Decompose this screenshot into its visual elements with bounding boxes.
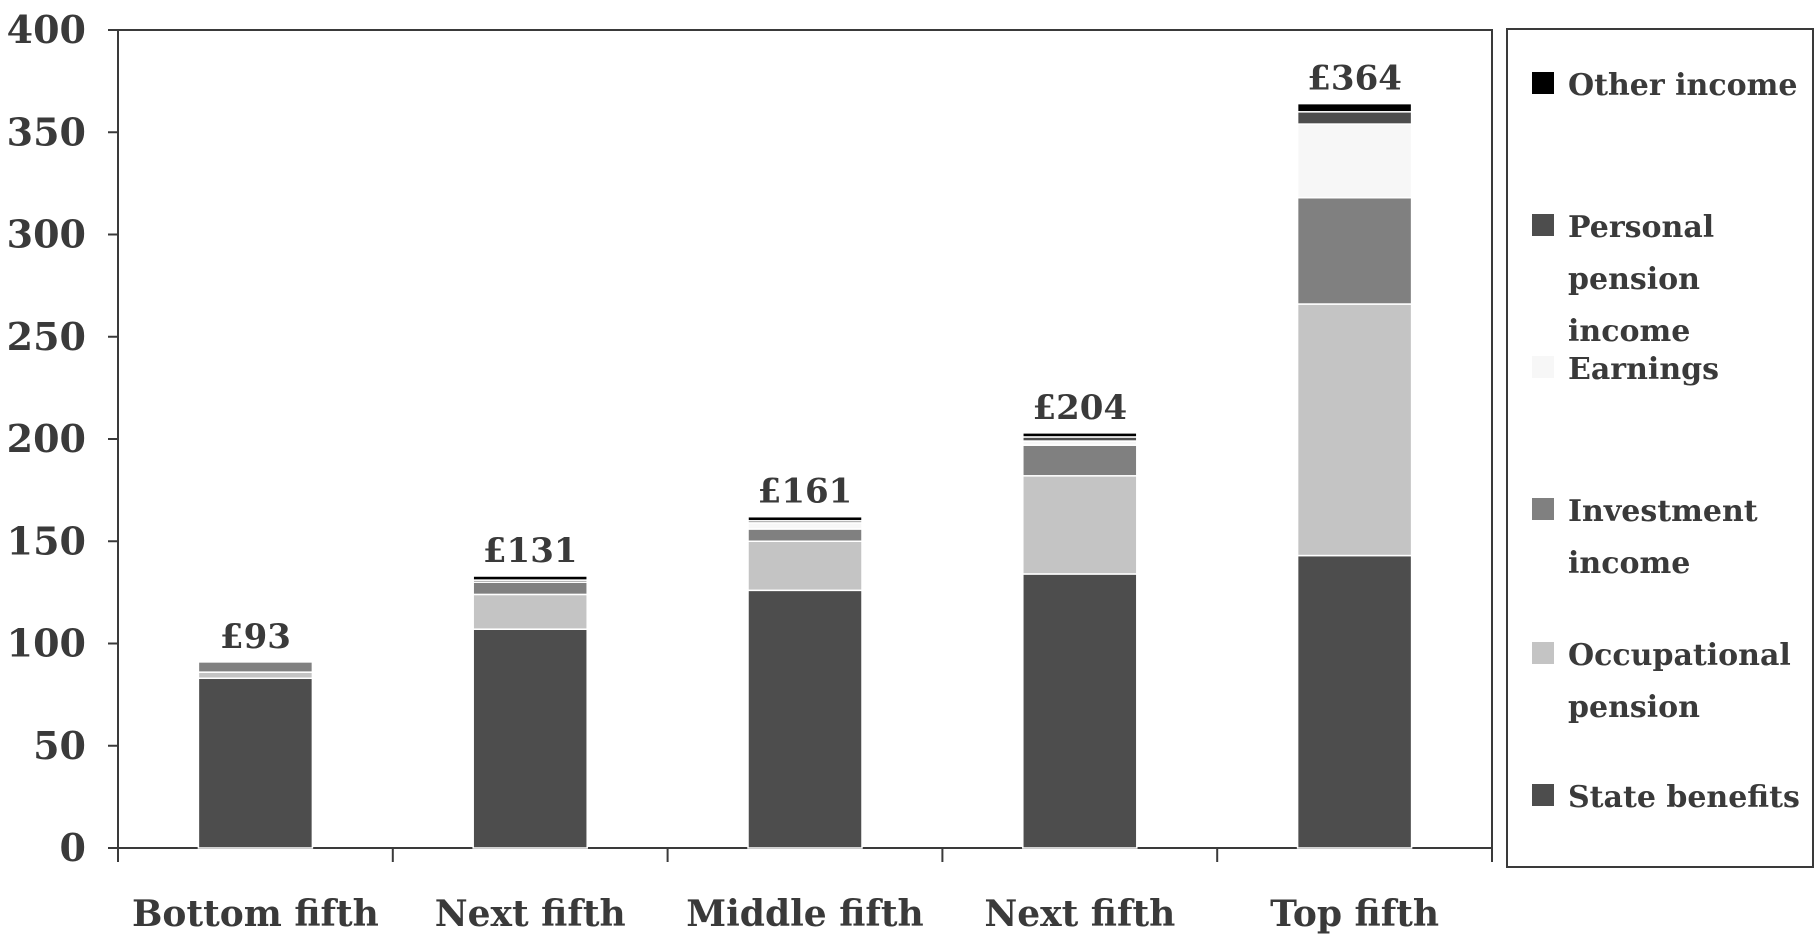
y-tick-label: 200: [7, 416, 86, 461]
bar-segment-other-income: [472, 575, 588, 581]
bars: [197, 102, 1413, 849]
legend-swatch: [1532, 356, 1554, 378]
legend: Other income Personal pension income Ear…: [1506, 28, 1814, 868]
bar-segment-investment-income: [197, 661, 314, 673]
bar-segment-investment-income: [747, 528, 863, 542]
legend-label: Occupational pension: [1568, 638, 1791, 725]
y-tick-label: 300: [7, 212, 86, 257]
bar-segment-personal-pension-income: [1296, 111, 1413, 125]
legend-swatch: [1532, 784, 1554, 806]
bar-segment-investment-income: [1296, 196, 1413, 305]
bar-total-label: £161: [758, 472, 853, 512]
bar-segment-earnings: [1296, 123, 1413, 199]
legend-item-other-income: Other income: [1532, 60, 1807, 112]
legend-label: State benefits: [1568, 780, 1800, 815]
bar-total-label: £364: [1307, 59, 1402, 99]
bar-total-label: £93: [220, 617, 291, 657]
legend-label: Investment income: [1568, 494, 1758, 581]
x-tick-label: Next fifth: [435, 893, 626, 935]
bar-segment-occupational-pension: [472, 593, 588, 630]
bar-total-label: £204: [1032, 388, 1127, 428]
bar-segment-state-benefits: [747, 589, 863, 849]
labels: Bottom fifth Next fifth Middle fifth Next f…: [132, 59, 1439, 935]
legend-swatch: [1532, 214, 1554, 236]
y-tick-label: 400: [7, 7, 86, 52]
bar-segment-investment-income: [1022, 444, 1138, 477]
legend-swatch: [1532, 642, 1554, 664]
legend-item-state-benefits: State benefits: [1532, 772, 1807, 824]
legend-item-personal-pension-income: Personal pension income: [1532, 202, 1807, 358]
legend-swatch: [1532, 498, 1554, 520]
x-tick-label: Next fifth: [984, 893, 1175, 935]
bar-segment-other-income: [747, 515, 863, 522]
bar-segment-state-benefits: [197, 677, 314, 849]
legend-label: Earnings: [1568, 352, 1719, 387]
y-tick-label: 100: [7, 621, 86, 666]
y-tick-label: 350: [7, 109, 86, 154]
y-tick-label: 150: [7, 518, 86, 563]
bar-segment-other-income: [1296, 102, 1413, 113]
legend-label: Other income: [1568, 68, 1798, 103]
x-tick-label: Middle fifth: [686, 893, 923, 935]
legend-item-earnings: Earnings: [1532, 344, 1807, 396]
legend-swatch: [1532, 72, 1554, 94]
legend-item-occupational-pension: Occupational pension: [1532, 630, 1807, 734]
bar-segment-occupational-pension: [1022, 475, 1138, 575]
y-tick-label: 250: [7, 314, 86, 359]
legend-item-investment-income: Investment income: [1532, 486, 1807, 590]
bar-total-label: £131: [483, 531, 578, 571]
bar-segment-state-benefits: [472, 628, 588, 849]
bar-segment-occupational-pension: [747, 540, 863, 592]
y-tick-label: 0: [60, 825, 86, 870]
bar-segment-earnings: [747, 522, 863, 530]
bar-segment-investment-income: [472, 581, 588, 596]
x-tick-label: Top fifth: [1270, 893, 1439, 935]
bar-segment-state-benefits: [1022, 573, 1138, 849]
axes: 0 50 100 150 200 250 300 350 400: [7, 7, 1493, 870]
x-tick-label: Bottom fifth: [132, 893, 379, 935]
bar-segment-state-benefits: [1296, 554, 1413, 849]
y-tick-label: 50: [33, 723, 86, 768]
bar-segment-other-income: [1022, 432, 1138, 438]
bar-segment-occupational-pension: [197, 671, 314, 680]
bar-segment-occupational-pension: [1296, 303, 1413, 557]
legend-label: Personal pension income: [1568, 210, 1715, 349]
